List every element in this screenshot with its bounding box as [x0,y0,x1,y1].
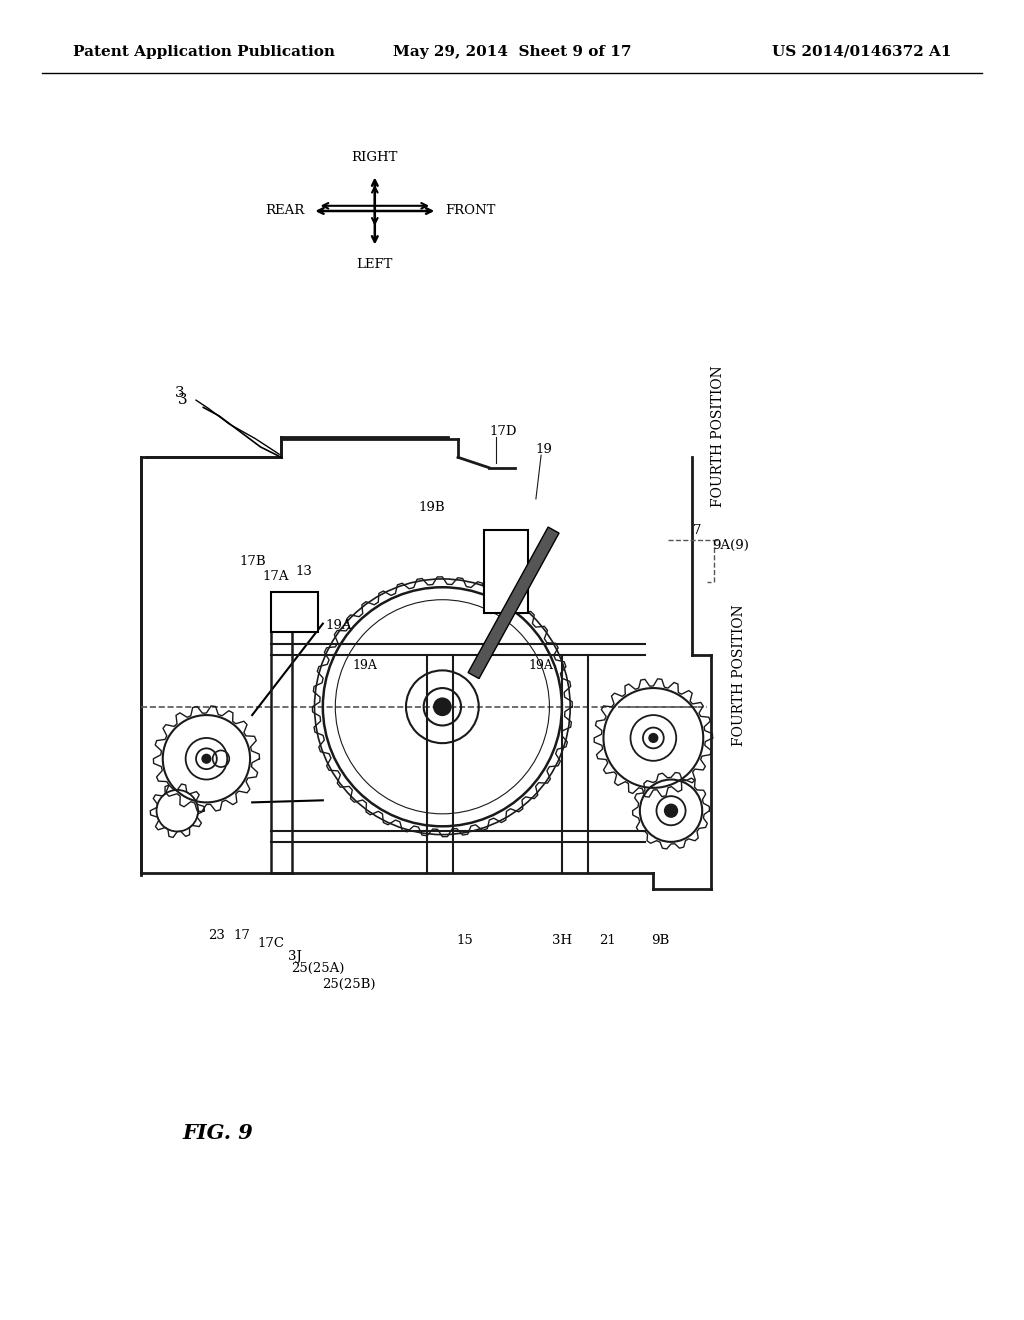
Text: RIGHT: RIGHT [351,152,398,164]
Text: 17D: 17D [489,425,517,438]
Circle shape [203,755,211,763]
Text: 19B: 19B [419,500,445,513]
Text: FOURTH POSITION: FOURTH POSITION [731,605,745,747]
Text: 3: 3 [174,385,184,400]
Text: US 2014/0146372 A1: US 2014/0146372 A1 [772,45,951,59]
Text: 25(25B): 25(25B) [323,978,376,991]
Text: 9B: 9B [651,935,670,948]
Text: 17C: 17C [257,937,285,950]
Polygon shape [468,527,559,678]
Text: 3: 3 [178,393,187,407]
Text: FIG. 9: FIG. 9 [182,1123,253,1143]
Text: 21: 21 [599,935,616,948]
Text: LEFT: LEFT [356,257,393,271]
Text: 7: 7 [693,524,701,536]
Text: 9A(9): 9A(9) [712,539,749,552]
Circle shape [665,804,677,817]
Text: Patent Application Publication: Patent Application Publication [74,45,336,59]
Text: 17: 17 [233,929,250,942]
Text: 3J: 3J [288,949,302,962]
Text: 17A: 17A [263,570,290,583]
Text: 13: 13 [296,565,312,578]
Text: FOURTH POSITION: FOURTH POSITION [711,366,725,507]
Text: 15: 15 [457,935,474,948]
Text: 23: 23 [208,929,225,942]
Text: 19: 19 [536,442,553,455]
Circle shape [434,698,451,715]
Text: 19A: 19A [528,659,554,672]
Bar [484,531,527,614]
Text: REAR: REAR [265,205,304,218]
Circle shape [437,701,447,711]
Text: 17B: 17B [240,554,266,568]
Text: 25(25A): 25(25A) [291,962,344,975]
Circle shape [649,734,657,742]
Bar [271,593,317,632]
Text: 19A: 19A [326,619,351,632]
Text: 19A: 19A [352,659,377,672]
Text: FRONT: FRONT [445,205,496,218]
Circle shape [501,556,511,566]
Text: May 29, 2014  Sheet 9 of 17: May 29, 2014 Sheet 9 of 17 [393,45,631,59]
Text: 3H: 3H [552,935,572,948]
